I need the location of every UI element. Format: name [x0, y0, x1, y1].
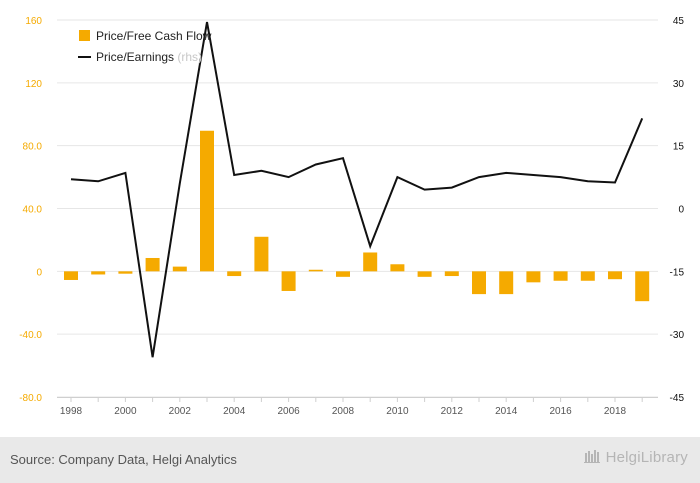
helgi-library-logo: HelgiLibrary	[583, 449, 688, 466]
bar-1998	[64, 271, 78, 280]
right-tick-label: -15	[670, 267, 685, 278]
legend-bar-swatch	[79, 30, 90, 41]
bar-2015	[526, 271, 541, 283]
left-tick-label: -40.0	[19, 330, 42, 341]
bar-2011	[417, 271, 432, 277]
left-tick-label: 0	[36, 267, 42, 278]
bar-2007	[308, 269, 323, 272]
right-tick-label: -30	[670, 330, 685, 341]
bar-2014	[499, 271, 514, 295]
bar-2006	[281, 271, 296, 291]
bar-2018	[608, 271, 622, 280]
grid-lines	[57, 19, 658, 398]
bar-2005	[254, 236, 269, 272]
chart: 1998 2000 2002 2004 2006 2008 2010 2012 2014 2016…	[19, 16, 685, 417]
left-tick-label: 40.0	[23, 205, 43, 216]
legend-label-fcf: Price/Free Cash Flow	[96, 29, 212, 43]
library-logo-icon	[583, 450, 600, 463]
x-axis: 1998 2000 2002 2004 2006 2008 2010 2012 2014 2016…	[57, 397, 658, 417]
bar-series	[64, 130, 650, 302]
left-tick-label: 120	[25, 79, 42, 90]
left-axis: -80.0 -40.0 0 40.0 80.0 120 160	[19, 16, 42, 404]
legend: Price/Free Cash Flow Price/Earnings (rhs)	[78, 29, 212, 64]
bar-1999	[91, 271, 106, 275]
bar-2001	[145, 257, 160, 272]
right-axis: -45 -30 -15 0 15 30 45	[670, 16, 685, 404]
bar-2019	[635, 271, 650, 302]
bar-2003	[200, 130, 214, 272]
bar-2004	[227, 271, 242, 277]
legend-rhs-suffix: (rhs)	[177, 50, 202, 64]
bar-2013	[472, 271, 486, 295]
x-tick-label: 2008	[332, 406, 355, 417]
left-tick-label: 80.0	[23, 142, 43, 153]
bar-2002	[172, 266, 187, 272]
right-tick-label: -45	[670, 393, 685, 404]
x-tick-label: 2018	[604, 406, 627, 417]
bar-2016	[553, 271, 568, 281]
x-tick-label: 2016	[549, 406, 572, 417]
bar-2009	[363, 252, 378, 272]
x-tick-label: 2004	[223, 406, 246, 417]
x-tick-label: 2012	[441, 406, 464, 417]
right-tick-label: 45	[673, 16, 685, 27]
line-series	[70, 21, 644, 358]
bar-2017	[580, 271, 595, 281]
x-tick-label: 2006	[277, 406, 300, 417]
legend-label-pe: Price/Earnings (rhs)	[96, 50, 202, 64]
x-tick-label: 2002	[169, 406, 192, 417]
right-tick-label: 0	[678, 205, 684, 216]
logo-text: HelgiLibrary	[605, 449, 688, 466]
price-earnings-line	[70, 21, 644, 358]
right-tick-label: 30	[673, 79, 685, 90]
right-tick-label: 15	[673, 142, 685, 153]
bar-2010	[390, 264, 405, 272]
left-tick-label: 160	[25, 16, 42, 27]
bar-2012	[444, 271, 459, 277]
x-tick-label: 2014	[495, 406, 518, 417]
x-tick-label: 2000	[114, 406, 137, 417]
x-tick-label: 2010	[386, 406, 409, 417]
bar-2000	[118, 271, 133, 274]
footer: Source: Company Data, Helgi Analytics He…	[0, 437, 700, 483]
x-tick-label: 1998	[60, 406, 83, 417]
left-tick-label: -80.0	[19, 393, 42, 404]
source-text: Source: Company Data, Helgi Analytics	[10, 452, 237, 467]
bar-2008	[336, 271, 350, 277]
